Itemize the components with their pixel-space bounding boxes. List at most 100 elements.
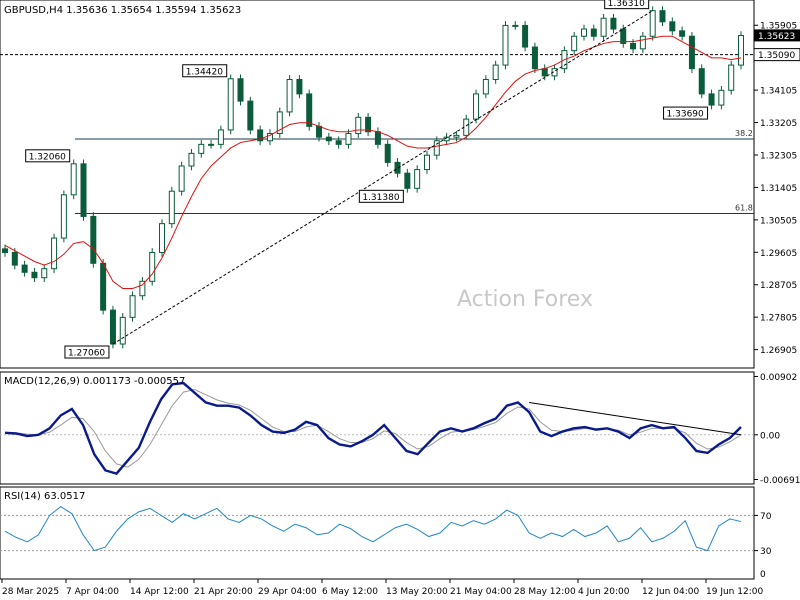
candle-body xyxy=(100,262,107,311)
candle-body xyxy=(688,35,695,70)
x-tick-label: 4 Jun 20:00 xyxy=(578,587,630,597)
candle-body xyxy=(208,143,215,146)
candle-body xyxy=(237,78,244,102)
candle-body xyxy=(365,116,372,133)
candle-body xyxy=(168,190,175,225)
candle-body xyxy=(404,172,411,189)
price-y-axis: 1.35905 1.35090 1.34105 1.33205 1.32305 1.314… xyxy=(753,22,800,356)
price-label-box xyxy=(604,0,650,10)
macd-panel: MACD(12,26,9) 0.001173 -0.000557 0.00902… xyxy=(0,371,800,486)
price-y-tick-label: 1.27805 xyxy=(760,314,797,324)
candle-body xyxy=(492,64,499,80)
x-tick-label: 29 Apr 04:00 xyxy=(258,587,317,597)
candle-body xyxy=(610,17,617,30)
price-trendline xyxy=(112,10,653,345)
candle-body xyxy=(384,143,391,163)
x-tick-label: 14 Apr 12:00 xyxy=(130,587,189,597)
macd-lines xyxy=(0,381,754,475)
candle-body xyxy=(512,24,519,27)
rsi-levels xyxy=(0,514,754,552)
candle-body xyxy=(502,24,509,66)
price-y-tick-label: 1.29605 xyxy=(760,249,797,259)
candle-body xyxy=(286,78,293,113)
candle-body xyxy=(296,78,303,95)
candle-body xyxy=(708,93,715,106)
macd-y-tick-label: 0.00 xyxy=(760,431,780,441)
price-panel-title: GBPUSD,H4 1.35636 1.35654 1.35594 1.3562… xyxy=(4,5,241,16)
candle-body xyxy=(139,280,146,297)
candle-body xyxy=(698,68,705,95)
macd-signal-line xyxy=(4,388,742,468)
rsi-line xyxy=(4,505,742,552)
macd-y-axis: 0.00902 0.00 -0.006915 xyxy=(754,373,800,486)
candle-body xyxy=(335,140,342,145)
macd-trendline xyxy=(529,401,742,436)
candle-body xyxy=(188,152,195,167)
price-y-tick-label: 1.28705 xyxy=(760,281,797,291)
price-y-tick-label: 1.32305 xyxy=(760,151,797,161)
macd-main-line xyxy=(4,381,742,475)
rsi-y-tick-label: 70 xyxy=(760,512,772,522)
x-tick-label: 13 May 20:00 xyxy=(386,587,448,597)
candle-body xyxy=(119,316,126,345)
candle-body xyxy=(679,30,686,37)
candle-body xyxy=(257,129,264,142)
price-candles xyxy=(2,6,744,349)
price-label-box xyxy=(358,189,404,203)
rsi-panel: RSI(14) 63.0517 70 30 0 xyxy=(0,486,772,580)
x-tick-label: 21 Apr 20:00 xyxy=(194,587,253,597)
current-price-label: 1.35623 xyxy=(758,32,795,42)
macd-y-tick-label: 0.00902 xyxy=(760,373,797,383)
candle-body xyxy=(227,78,234,131)
candle-body xyxy=(21,264,28,273)
candle-body xyxy=(453,134,460,138)
candle-body xyxy=(316,125,323,138)
candle-body xyxy=(600,17,607,37)
candle-body xyxy=(266,133,273,142)
candle-body xyxy=(433,140,440,156)
candle-body xyxy=(541,68,548,77)
candle-body xyxy=(423,154,430,171)
candle-body xyxy=(414,169,421,189)
moving-average xyxy=(4,35,742,290)
current-price-box xyxy=(754,29,800,42)
price-y-tick-label: 1.30505 xyxy=(760,216,797,226)
x-tick-label: 6 May 12:00 xyxy=(322,587,378,597)
price-panel: Action Forex 38.2 61.8 1.32060 1.27060 1.34… xyxy=(0,0,800,369)
candle-body xyxy=(149,251,156,282)
rsi-y-tick-label: 0 xyxy=(760,570,766,580)
price-y-tick-label: 1.35905 xyxy=(760,22,797,32)
price-y-tick-label: 1.31405 xyxy=(760,184,797,194)
candle-body xyxy=(129,295,136,318)
watermark: Action Forex xyxy=(457,287,593,312)
candle-body xyxy=(590,28,597,37)
price-label: 1.34420 xyxy=(186,67,223,77)
candle-body xyxy=(394,161,401,174)
candle-body xyxy=(325,136,332,142)
candle-body xyxy=(90,215,97,264)
rsi-series-line xyxy=(4,505,742,552)
candle-body xyxy=(473,93,480,120)
rsi-y-tick-label: 30 xyxy=(760,547,772,557)
trendline xyxy=(112,10,653,345)
candle-body xyxy=(41,268,48,279)
macd-panel-title: MACD(12,26,9) 0.001173 -0.000557 xyxy=(4,376,185,387)
x-tick-label: 28 Mar 2025 xyxy=(2,587,59,597)
macd-y-tick-label: -0.006915 xyxy=(760,476,800,486)
price-label: 1.36310 xyxy=(608,0,645,9)
price-label-box xyxy=(663,106,709,120)
candle-body xyxy=(374,131,381,145)
macd-trendline xyxy=(529,401,742,436)
x-tick-label: 7 Apr 04:00 xyxy=(66,587,119,597)
candle-body xyxy=(217,129,224,145)
candle-body xyxy=(522,24,529,48)
price-y-tick-label: 1.33205 xyxy=(760,119,797,129)
candle-body xyxy=(178,165,185,192)
candle-body xyxy=(11,251,18,266)
x-tick-label: 28 May 12:00 xyxy=(514,587,576,597)
price-label-box xyxy=(64,345,110,359)
candle-body xyxy=(306,93,313,127)
candle-body xyxy=(531,46,538,70)
moving-average-line xyxy=(4,35,742,290)
